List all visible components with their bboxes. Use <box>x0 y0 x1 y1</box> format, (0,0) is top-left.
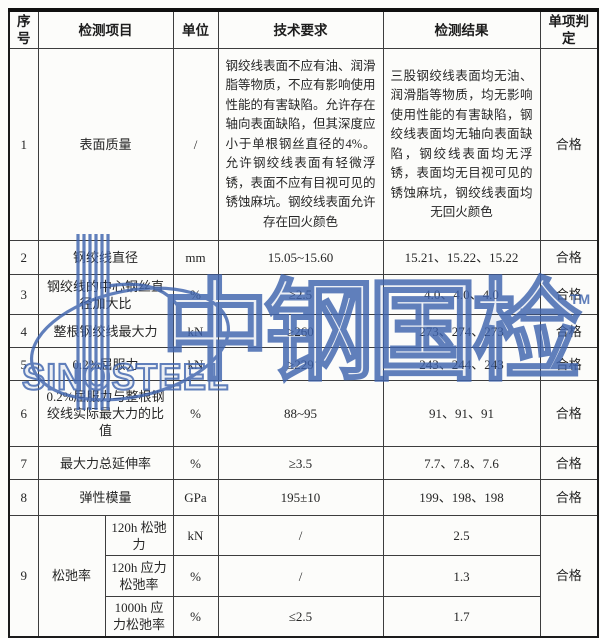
table-row: 2 钢绞线直径 mm 15.05~15.60 15.21、15.22、15.22… <box>8 240 599 275</box>
cell-seq: 1 <box>8 48 39 241</box>
cell-item: 弹性模量 <box>37 479 174 516</box>
header-unit: 单位 <box>172 9 219 49</box>
table-row: 6 0.2%屈服力与整根钢绞线实际最大力的比值 % 88~95 91、91、91… <box>8 380 599 447</box>
cell-judgement: 合格 <box>539 314 599 348</box>
table-row: 8 弹性模量 GPa 195±10 199、198、198 合格 <box>8 479 599 516</box>
cell-item: 0.2%屈服力与整根钢绞线实际最大力的比值 <box>37 380 174 447</box>
cell-seq: 2 <box>8 240 39 275</box>
cell-seq: 9 <box>8 515 39 637</box>
cell-unit: % <box>172 380 219 447</box>
cell-unit: mm <box>172 240 219 275</box>
header-result: 检测结果 <box>382 9 541 49</box>
cell-requirement: ≥260 <box>217 314 384 348</box>
cell-requirement: / <box>217 555 384 597</box>
cell-result: 91、91、91 <box>382 380 541 447</box>
cell-result: 7.7、7.8、7.6 <box>382 446 541 480</box>
cell-seq: 7 <box>8 446 39 480</box>
table-row: 9 松弛率 120h 松弛力 kN / 2.5 合格 <box>8 515 599 637</box>
cell-judgement: 合格 <box>539 274 599 315</box>
cell-unit: % <box>172 596 219 637</box>
cell-seq: 8 <box>8 479 39 516</box>
table-row: 1 表面质量 / 钢绞线表面不应有油、润滑脂等物质，不应有影响使用性能的有害缺陷… <box>8 48 599 241</box>
table-row: 4 整根钢绞线最大力 kN ≥260 273、274、273 合格 <box>8 314 599 348</box>
cell-subitem: 120h 松弛力 <box>104 515 174 556</box>
cell-requirement: 钢绞线表面不应有油、润滑脂等物质，不应有影响使用性能的有害缺陷。允许存在轴向表面… <box>217 48 384 241</box>
cell-seq: 6 <box>8 380 39 447</box>
cell-result: 273、274、273 <box>382 314 541 348</box>
cell-item: 最大力总延伸率 <box>37 446 174 480</box>
cell-requirement: 195±10 <box>217 479 384 516</box>
cell-item: 钢绞线直径 <box>37 240 174 275</box>
cell-unit: kN <box>172 515 219 556</box>
cell-subitem: 120h 应力松弛率 <box>104 555 174 597</box>
cell-unit: % <box>172 555 219 597</box>
cell-requirement: ≥229 <box>217 347 384 381</box>
cell-unit: kN <box>172 347 219 381</box>
cell-requirement: ≥3.5 <box>217 446 384 480</box>
cell-result: 1.7 <box>382 596 541 637</box>
cell-result: 2.5 <box>382 515 541 556</box>
cell-unit: % <box>172 446 219 480</box>
cell-unit: kN <box>172 314 219 348</box>
cell-seq: 4 <box>8 314 39 348</box>
cell-unit: % <box>172 274 219 315</box>
cell-requirement: 15.05~15.60 <box>217 240 384 275</box>
cell-unit: GPa <box>172 479 219 516</box>
cell-judgement: 合格 <box>539 479 599 516</box>
cell-item: 0.2%屈服力 <box>37 347 174 381</box>
cell-requirement: ≤2.5 <box>217 596 384 637</box>
cell-seq: 3 <box>8 274 39 315</box>
header-requirement: 技术要求 <box>217 9 384 49</box>
cell-judgement: 合格 <box>539 240 599 275</box>
cell-requirement: / <box>217 515 384 556</box>
cell-item: 松弛率 <box>37 515 106 637</box>
cell-judgement: 合格 <box>539 347 599 381</box>
cell-judgement: 合格 <box>539 515 599 637</box>
cell-result: 三股钢绞线表面均无油、润滑脂等物质，均无影响使用性能的有害缺陷，钢绞线表面均无轴… <box>382 48 541 241</box>
cell-subitem: 1000h 应力松弛率 <box>104 596 174 637</box>
cell-judgement: 合格 <box>539 380 599 447</box>
cell-item: 钢绞线的中心钢丝直径加大比 <box>37 274 174 315</box>
header-seq: 序号 <box>8 9 39 49</box>
table-row: 120h 应力松弛率 % / 1.3 <box>9 555 598 597</box>
cell-requirement: 88~95 <box>217 380 384 447</box>
cell-seq: 5 <box>8 347 39 381</box>
header-judgement: 单项判定 <box>539 9 599 49</box>
cell-judgement: 合格 <box>539 446 599 480</box>
table-row: 3 钢绞线的中心钢丝直径加大比 % ≥2.5 4.0、4.0、4.0 合格 <box>8 274 599 315</box>
inspection-table: 序号 检测项目 单位 技术要求 检测结果 单项判定 1 表面质量 / 钢绞线表面… <box>8 8 599 638</box>
cell-requirement: ≥2.5 <box>217 274 384 315</box>
cell-result: 15.21、15.22、15.22 <box>382 240 541 275</box>
table-row: 7 最大力总延伸率 % ≥3.5 7.7、7.8、7.6 合格 <box>8 446 599 480</box>
cell-result: 1.3 <box>382 555 541 597</box>
cell-unit: / <box>172 48 219 241</box>
cell-item: 表面质量 <box>37 48 174 241</box>
cell-item: 整根钢绞线最大力 <box>37 314 174 348</box>
table-header-row: 序号 检测项目 单位 技术要求 检测结果 单项判定 <box>8 9 599 49</box>
cell-judgement: 合格 <box>539 48 599 241</box>
cell-result: 199、198、198 <box>382 479 541 516</box>
table-row: 5 0.2%屈服力 kN ≥229 243、244、243 合格 <box>8 347 599 381</box>
cell-result: 243、244、243 <box>382 347 541 381</box>
cell-result: 4.0、4.0、4.0 <box>382 274 541 315</box>
header-item: 检测项目 <box>37 9 174 49</box>
